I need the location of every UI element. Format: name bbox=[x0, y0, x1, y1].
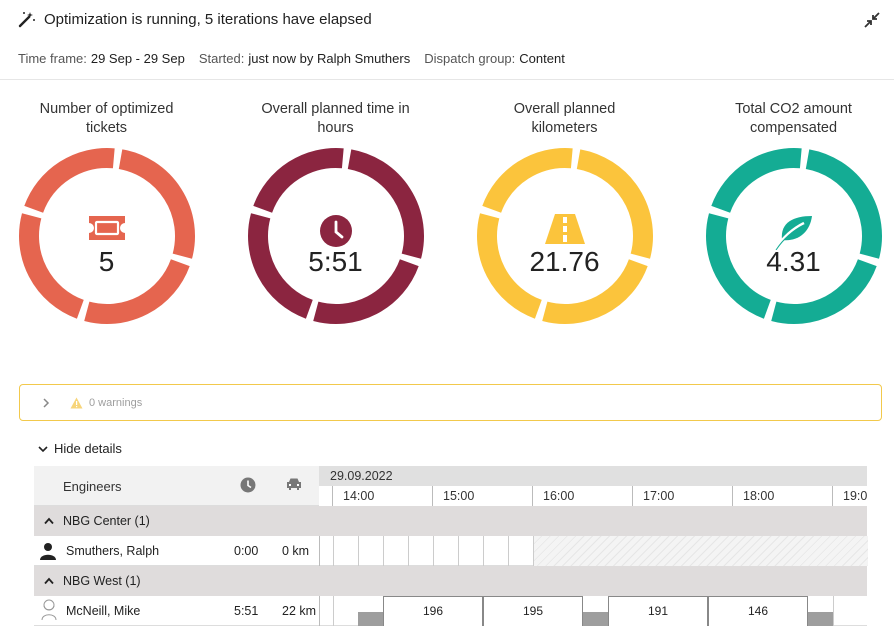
engineer-row[interactable]: Smuthers, Ralph 0:00 0 km bbox=[34, 536, 868, 566]
engineer-name: Smuthers, Ralph bbox=[66, 544, 160, 558]
page-title: Optimization is running, 5 iterations ha… bbox=[44, 10, 372, 28]
chevron-down-icon bbox=[38, 445, 48, 452]
hour-label: 18:00 bbox=[732, 486, 832, 506]
engineer-km: 22 km bbox=[282, 604, 317, 618]
title-row: Optimization is running, 5 iterations ha… bbox=[18, 10, 372, 28]
person-icon bbox=[40, 542, 56, 563]
ring-segment bbox=[770, 258, 877, 324]
meta-time-frame: Time frame: 29 Sep - 29 Sep bbox=[18, 51, 185, 66]
group-row-nbg-west[interactable]: NBG West (1) bbox=[34, 566, 867, 596]
ticket-icon bbox=[87, 208, 127, 242]
ring-segment bbox=[575, 149, 653, 259]
group-name: NBG West (1) bbox=[63, 574, 141, 588]
group-name: NBG Center (1) bbox=[63, 514, 150, 528]
kpi-ring bbox=[247, 148, 424, 324]
travel-gap bbox=[358, 612, 383, 626]
warning-icon bbox=[70, 397, 83, 408]
magic-wand-icon bbox=[18, 10, 36, 28]
meta-row: Time frame: 29 Sep - 29 Sep Started: just … bbox=[18, 51, 565, 66]
timeline-header: 29.09.2022 14:00 15:00 16:00 17:00 18:00… bbox=[319, 466, 867, 506]
kpi-planned-kilometers: Overall planned kilometers 21.76 bbox=[450, 100, 679, 326]
ring-segment bbox=[476, 213, 542, 319]
chevron-up-icon[interactable] bbox=[44, 577, 54, 585]
ring-segment bbox=[247, 213, 313, 319]
task-block[interactable]: 146 bbox=[708, 596, 808, 626]
timeline-date: 29.09.2022 bbox=[319, 466, 867, 486]
kpi-label: Overall planned kilometers bbox=[513, 101, 616, 136]
hour-label: 19:0 bbox=[832, 486, 867, 506]
kpi-value: 4.31 bbox=[766, 246, 821, 277]
kpi-value: 5 bbox=[98, 246, 115, 277]
travel-gap bbox=[583, 612, 608, 626]
ring-segment bbox=[346, 149, 424, 259]
ring-segment bbox=[83, 258, 190, 324]
task-block[interactable]: 191 bbox=[608, 596, 708, 626]
engineers-column-header: Engineers bbox=[63, 479, 122, 494]
chevron-up-icon[interactable] bbox=[44, 517, 54, 525]
meta-dispatch-group: Dispatch group: Content bbox=[424, 51, 565, 66]
hour-label: 14:00 bbox=[332, 486, 432, 506]
travel-gap bbox=[808, 612, 833, 626]
ring-segment bbox=[705, 213, 771, 319]
engineer-row[interactable]: McNeill, Mike 5:51 22 km 196 195 191 146 bbox=[34, 596, 867, 626]
clock-icon bbox=[240, 477, 256, 498]
meta-started: Started: just now by Ralph Smuthers bbox=[198, 51, 411, 66]
engineer-timeline[interactable] bbox=[319, 536, 868, 566]
task-block[interactable]: 195 bbox=[483, 596, 583, 626]
ring-segment bbox=[252, 148, 344, 214]
engineer-time: 5:51 bbox=[234, 604, 259, 618]
hour-label: 16:00 bbox=[532, 486, 632, 506]
ring-segment bbox=[117, 149, 195, 259]
grid-header: Engineers 29.09.2022 14:00 15:00 16:00 1… bbox=[34, 466, 867, 506]
clock-icon bbox=[319, 208, 353, 248]
ring-segment bbox=[804, 149, 882, 259]
kpi-label: Number of optimized tickets bbox=[39, 101, 174, 136]
warnings-bar[interactable]: 0 warnings bbox=[19, 384, 882, 421]
unavailable-period bbox=[533, 536, 868, 566]
group-row-nbg-center[interactable]: NBG Center (1) bbox=[34, 506, 867, 536]
warnings-count: 0 warnings bbox=[89, 396, 143, 409]
avatar bbox=[40, 599, 58, 623]
leaf-icon bbox=[774, 208, 814, 250]
hour-label: 15:00 bbox=[432, 486, 532, 506]
ring-segment bbox=[541, 258, 648, 324]
engineer-timeline[interactable]: 196 195 191 146 bbox=[319, 596, 867, 626]
engineer-time: 0:00 bbox=[234, 544, 259, 558]
kpi-co2-compensated: Total CO2 amount compensated 4.31 bbox=[679, 100, 894, 326]
ring-segment bbox=[481, 148, 573, 214]
kpi-label: Overall planned time in hours bbox=[261, 101, 410, 136]
minimize-icon[interactable] bbox=[864, 12, 880, 28]
timeline-hours: 14:00 15:00 16:00 17:00 18:00 19:0 bbox=[319, 486, 867, 506]
kpi-value: 21.76 bbox=[529, 246, 600, 277]
kpi-ring bbox=[18, 148, 195, 324]
hide-details-toggle[interactable]: Hide details bbox=[38, 441, 122, 456]
ring-segment bbox=[312, 258, 419, 324]
task-block[interactable]: 196 bbox=[383, 596, 483, 626]
kpi-ring bbox=[476, 148, 653, 324]
ring-segment bbox=[23, 148, 115, 214]
kpi-optimized-tickets: Number of optimized tickets 5 bbox=[0, 100, 221, 326]
kpi-planned-time: Overall planned time in hours 5:51 bbox=[221, 100, 450, 326]
engineer-km: 0 km bbox=[282, 544, 310, 558]
hour-label: 17:00 bbox=[632, 486, 732, 506]
ring-segment bbox=[18, 213, 84, 319]
chevron-right-icon[interactable] bbox=[40, 397, 52, 409]
kpi-label: Total CO2 amount compensated bbox=[735, 101, 852, 136]
road-icon bbox=[544, 208, 585, 244]
optimization-header: Optimization is running, 5 iterations ha… bbox=[0, 0, 894, 80]
hide-details-label: Hide details bbox=[54, 441, 122, 456]
kpi-panel: Number of optimized tickets 5 Overall pl… bbox=[0, 100, 894, 345]
kpi-value: 5:51 bbox=[308, 246, 363, 277]
engineer-name: McNeill, Mike bbox=[66, 604, 141, 618]
kpi-ring bbox=[705, 148, 882, 324]
ring-segment bbox=[710, 148, 802, 214]
car-icon bbox=[286, 477, 302, 496]
